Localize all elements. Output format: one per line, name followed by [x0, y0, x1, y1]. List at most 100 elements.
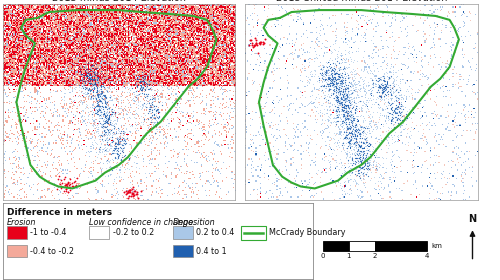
Point [67, 54, 75, 59]
Point [93, 64, 101, 69]
Point [70, 102, 78, 107]
Point [131, 126, 139, 130]
Point [118, 135, 126, 139]
Point [152, 111, 160, 115]
Point [350, 83, 358, 87]
Point [76, 69, 84, 73]
Point [84, 87, 92, 91]
Point [62, 183, 70, 187]
Point [347, 112, 355, 117]
Point [354, 151, 362, 156]
Text: 0.2 to 0.4: 0.2 to 0.4 [196, 228, 234, 237]
Point [344, 39, 352, 43]
Point [98, 59, 106, 64]
Point [336, 136, 344, 140]
Point [378, 105, 386, 110]
Point [340, 140, 347, 144]
Point [342, 153, 350, 157]
Point [328, 74, 336, 78]
Point [116, 157, 124, 161]
Point [86, 66, 94, 70]
Point [388, 89, 396, 94]
Point [92, 120, 100, 124]
Point [388, 116, 396, 121]
Point [318, 73, 326, 78]
Point [322, 81, 330, 86]
Point [330, 69, 338, 74]
Point [121, 167, 129, 171]
Point [107, 108, 115, 112]
Point [152, 122, 160, 127]
Point [100, 120, 108, 125]
Point [355, 142, 363, 147]
Point [386, 92, 394, 97]
Point [342, 70, 350, 75]
Point [371, 146, 379, 150]
Point [359, 171, 367, 175]
Point [78, 94, 86, 98]
Point [111, 142, 119, 146]
Point [88, 78, 96, 82]
Point [64, 65, 72, 69]
Point [104, 89, 112, 94]
Point [104, 116, 112, 121]
Point [358, 120, 366, 124]
Point [113, 152, 121, 157]
Point [356, 68, 364, 73]
Point [95, 88, 103, 92]
Point [358, 139, 366, 143]
Point [112, 121, 120, 125]
Point [138, 120, 145, 124]
Point [98, 79, 106, 84]
Point [297, 90, 305, 94]
Point [384, 124, 392, 129]
Point [347, 166, 355, 171]
Point [103, 135, 111, 139]
Point [392, 78, 400, 82]
Point [91, 83, 99, 88]
Point [346, 141, 354, 146]
Point [114, 145, 122, 150]
Point [355, 160, 363, 164]
Point [100, 53, 108, 58]
Point [370, 122, 378, 127]
Point [109, 132, 117, 136]
Point [386, 121, 394, 126]
Point [90, 86, 98, 91]
Point [330, 80, 338, 85]
Point [338, 121, 346, 125]
Point [360, 160, 368, 165]
Point [338, 74, 345, 79]
Point [139, 122, 147, 127]
Point [118, 193, 126, 198]
Point [330, 38, 338, 43]
Point [114, 137, 122, 142]
Point [98, 149, 106, 153]
Point [72, 81, 80, 85]
Point [342, 99, 349, 103]
Point [342, 93, 350, 97]
Point [352, 89, 360, 93]
Point [340, 94, 348, 99]
Point [361, 92, 369, 96]
Point [346, 81, 354, 85]
Point [114, 137, 122, 142]
Point [104, 111, 112, 116]
Point [91, 66, 99, 70]
Point [346, 55, 354, 60]
Point [96, 91, 104, 95]
Point [345, 45, 353, 49]
Point [70, 64, 78, 69]
Point [88, 139, 96, 144]
Point [340, 106, 347, 110]
Point [346, 108, 354, 113]
Point [122, 188, 130, 193]
Point [352, 156, 360, 161]
Point [112, 97, 120, 102]
Point [354, 129, 362, 134]
Point [364, 107, 372, 112]
Point [401, 105, 409, 109]
Point [339, 78, 347, 82]
Point [97, 76, 105, 80]
Point [90, 130, 98, 134]
